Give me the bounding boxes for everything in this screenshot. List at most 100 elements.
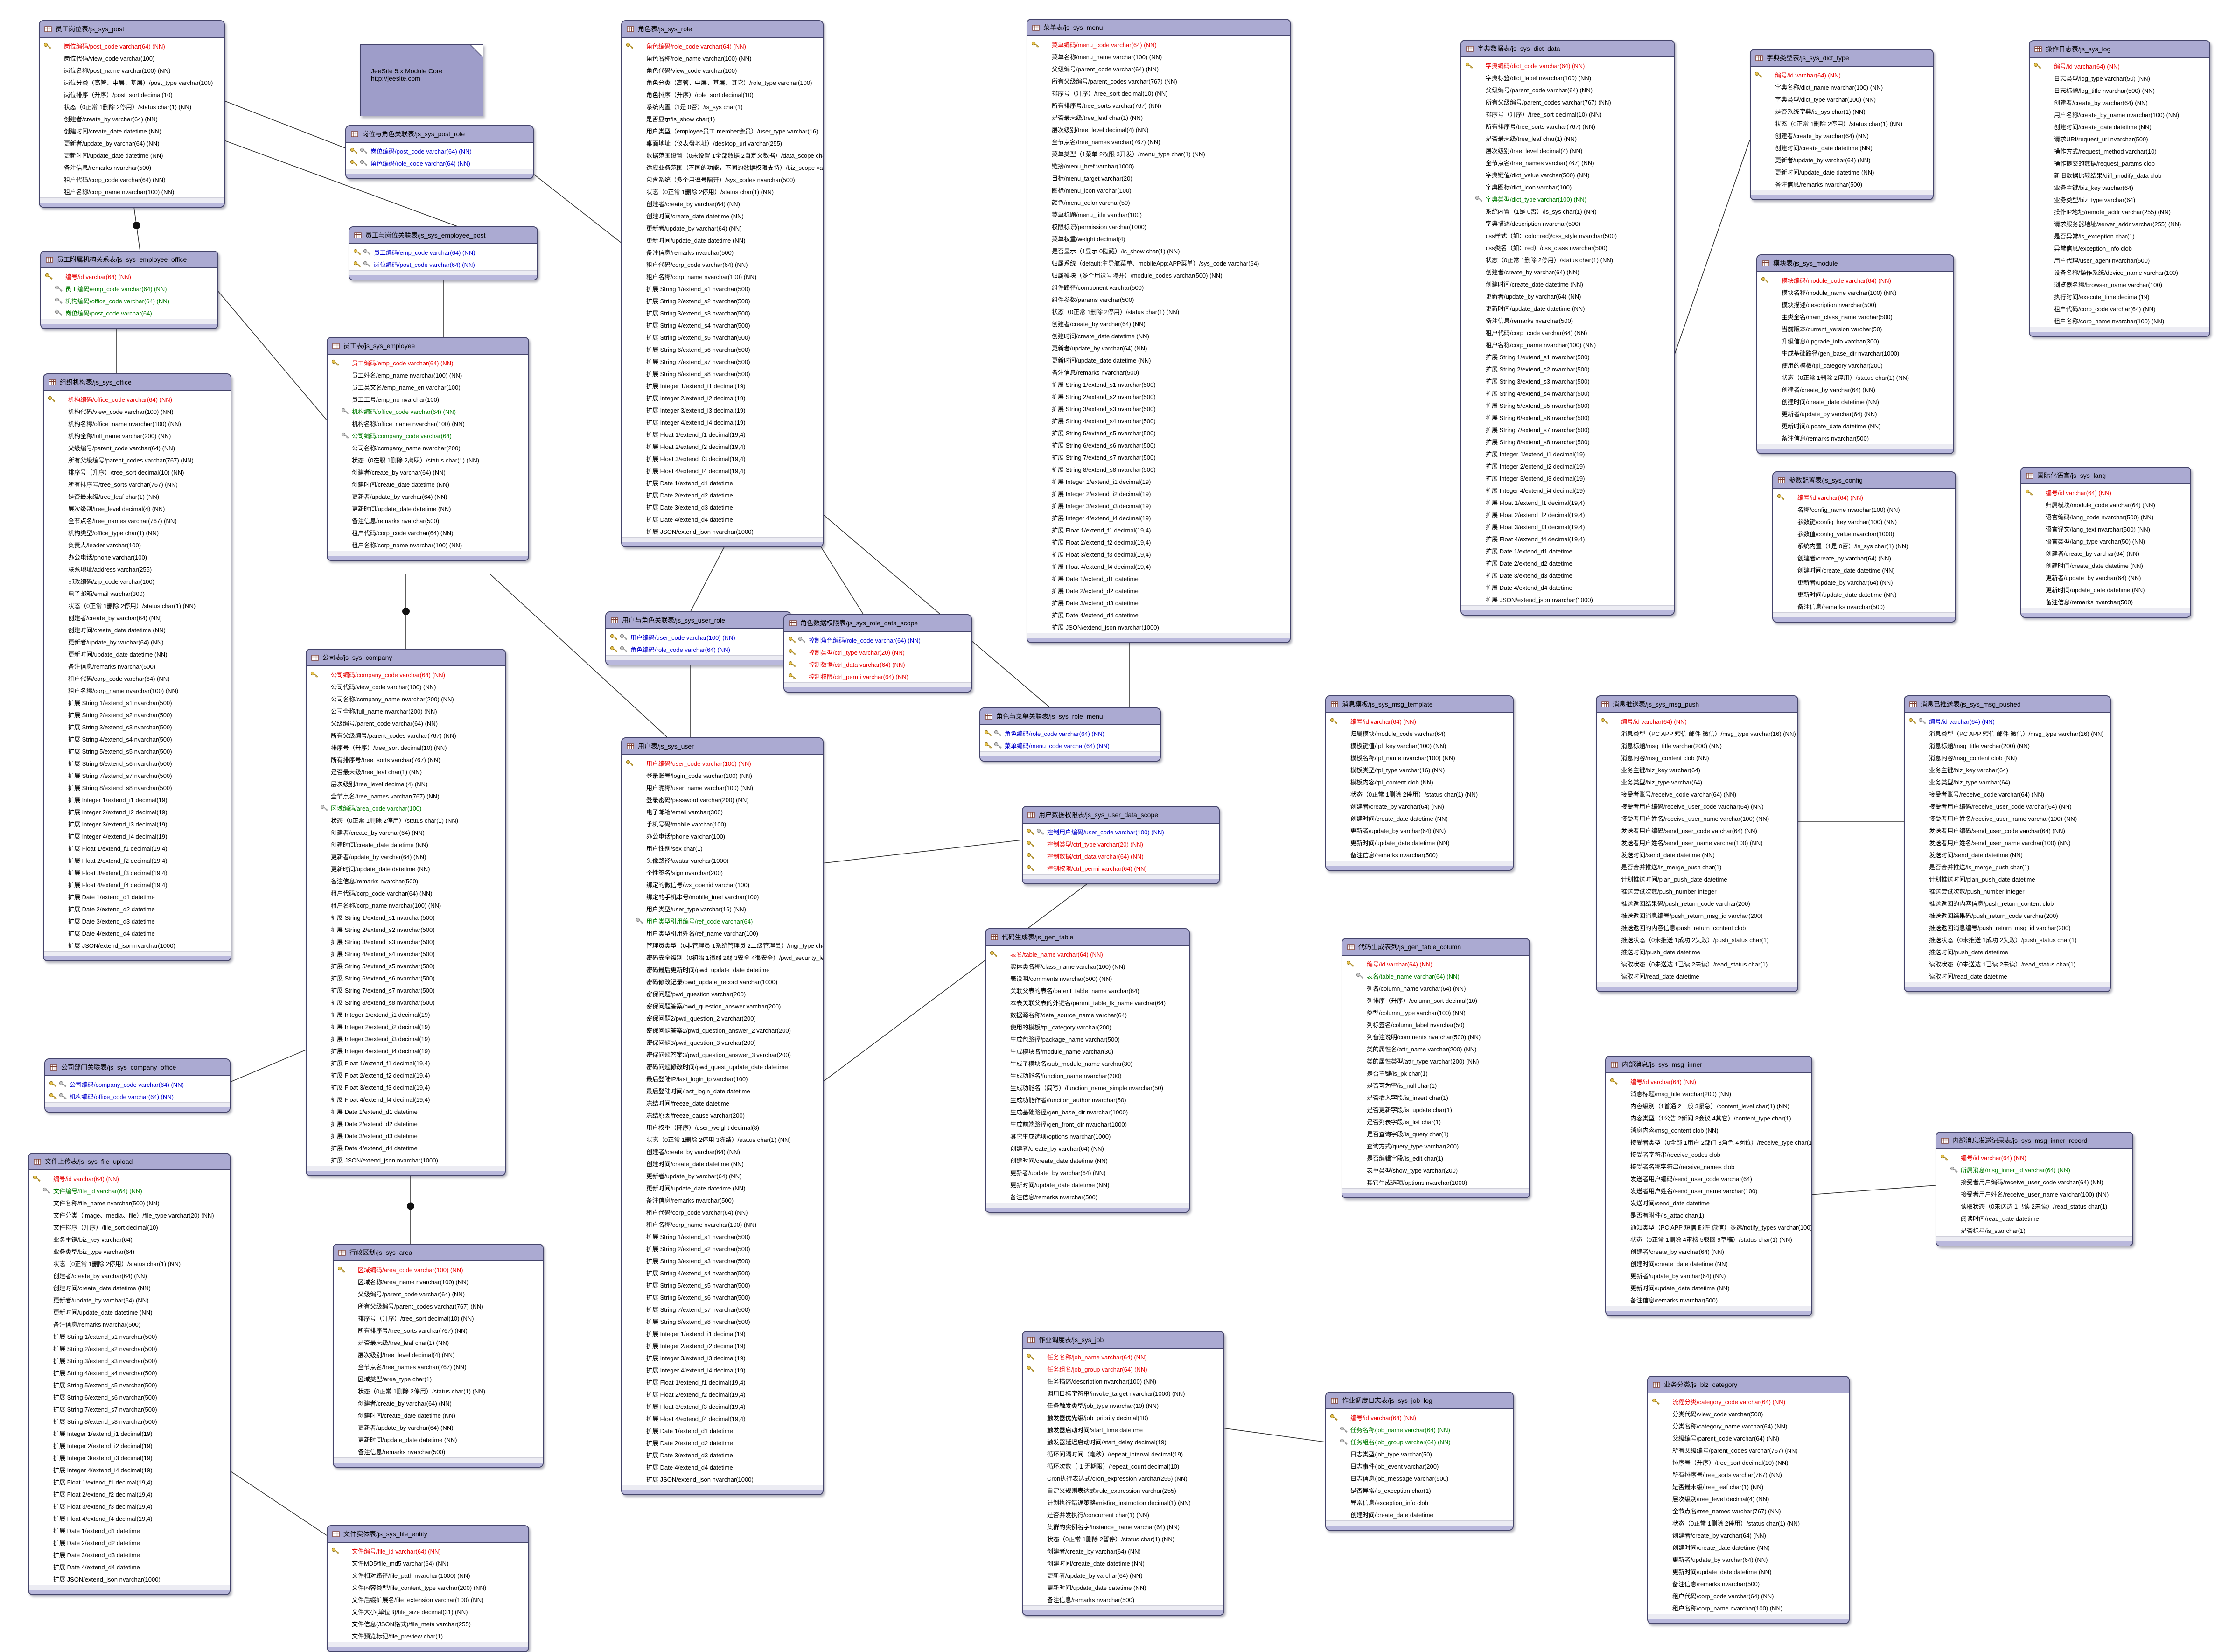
relationship-line: [690, 539, 728, 612]
table-header-js_sys_config[interactable]: 参数配置表/js_sys_config: [1773, 472, 1955, 489]
table-js_sys_msg_pushed[interactable]: 消息已推送表/js_sys_msg_pushed 编号/id varchar(64…: [1904, 695, 2111, 992]
table-js_sys_area[interactable]: 行政区划/js_sys_area 区域编码/area_code varchar(1…: [333, 1244, 544, 1468]
key-icons: [784, 673, 809, 679]
field-row: 生成包路径/package_name varchar(500): [986, 1033, 1189, 1045]
table-header-js_sys_dict_data[interactable]: 字典数据表/js_sys_dict_data: [1461, 41, 1674, 57]
table-header-js_sys_job[interactable]: 作业调度表/js_sys_job: [1023, 1332, 1223, 1349]
table-header-js_sys_role_data_scope[interactable]: 角色数据权限表/js_sys_role_data_scope: [784, 615, 971, 632]
table-js_sys_user[interactable]: 用户表/js_sys_user 用户编码/user_code varchar(10…: [621, 737, 824, 1495]
table-header-js_sys_role_menu[interactable]: 角色与菜单关联表/js_sys_role_menu: [980, 708, 1160, 725]
table-js_sys_post_role[interactable]: 岗位与角色关联表/js_sys_post_role 岗位编码/post_code …: [345, 125, 534, 179]
table-header-js_sys_file_upload[interactable]: 文件上传表/js_sys_file_upload: [29, 1154, 230, 1170]
table-js_sys_config[interactable]: 参数配置表/js_sys_config 编号/id varchar(64) (NN…: [1772, 471, 1956, 623]
field-row: 控制角色编码/role_code varchar(64) (NN): [784, 634, 971, 646]
table-header-js_gen_table_column[interactable]: 代码生成表列/js_gen_table_column: [1342, 939, 1529, 956]
table-js_gen_table[interactable]: 代码生成表/js_gen_table 表名/table_name varchar(…: [985, 928, 1190, 1213]
table-header-js_sys_user[interactable]: 用户表/js_sys_user: [622, 738, 823, 755]
foreign-key-icon: [994, 742, 1002, 749]
field-row: 是否最末级/tree_leaf char(1) (NN): [1648, 1480, 1849, 1492]
table-header-js_sys_user_data_scope[interactable]: 用户数据权限表/js_sys_user_data_scope: [1023, 807, 1219, 824]
field-text: 角色编码/role_code varchar(64) (NN): [370, 160, 470, 167]
field-text: 扩展 String 3/extend_s3 nvarchar(500): [1486, 378, 1590, 385]
table-header-js_sys_module[interactable]: 模块表/js_sys_module: [1757, 255, 1953, 272]
table-js_sys_file_upload[interactable]: 文件上传表/js_sys_file_upload 编号/id varchar(64…: [28, 1153, 231, 1595]
key-icons: [349, 249, 374, 255]
table-header-js_sys_job_log[interactable]: 作业调度日志表/js_sys_job_log: [1326, 1393, 1513, 1409]
table-header-js_sys_post[interactable]: 员工岗位表/js_sys_post: [40, 21, 224, 38]
table-js_sys_dict_type[interactable]: 字典类型表/js_sys_dict_type 编号/id varchar(64) …: [1750, 49, 1934, 200]
field-row: 密保问题答案/pwd_question_answer varchar(200): [622, 1000, 823, 1012]
field-row: 创建者/create_by varchar(64) (NN): [1648, 1529, 1849, 1541]
table-js_sys_menu[interactable]: 菜单表/js_sys_menu 菜单编码/menu_code varchar(64…: [1027, 19, 1291, 643]
field-row: 管理员类型（0非管理员 1系统管理员 2二级管理员）/mgr_type char…: [622, 939, 823, 951]
table-header-js_sys_file_entity[interactable]: 文件实体表/js_sys_file_entity: [328, 1526, 528, 1543]
field-text: 扩展 String 4/extend_s4 nvarchar(500): [331, 950, 435, 958]
table-header-js_sys_msg_template[interactable]: 消息模板/js_sys_msg_template: [1326, 696, 1513, 713]
table-header-js_sys_company[interactable]: 公司表/js_sys_company: [307, 650, 505, 666]
table-js_sys_employee[interactable]: 员工表/js_sys_employee 员工编码/emp_code varchar…: [327, 337, 529, 561]
table-header-js_sys_office[interactable]: 组织机构表/js_sys_office: [44, 374, 231, 391]
table-js_sys_user_role[interactable]: 用户与角色关联表/js_sys_user_role 用户编码/user_code …: [605, 611, 791, 665]
table-js_sys_job[interactable]: 作业调度表/js_sys_job 任务名称/job_name varchar(64…: [1022, 1331, 1224, 1616]
table-js_sys_employee_office[interactable]: 员工附属机构关系表/js_sys_employee_office 编号/id va…: [40, 251, 218, 329]
field-row: 发送时间/send_date datetime (NN): [1597, 848, 1797, 861]
field-row: 扩展 String 6/extend_s6 nvarchar(500): [1027, 439, 1290, 451]
table-js_sys_module[interactable]: 模块表/js_sys_module 模块编码/module_code varcha…: [1756, 254, 1954, 454]
table-js_sys_company[interactable]: 公司表/js_sys_company 公司编码/company_code varc…: [306, 649, 506, 1176]
table-js_sys_role_menu[interactable]: 角色与菜单关联表/js_sys_role_menu 角色编码/role_code …: [979, 707, 1161, 762]
table-js_sys_user_data_scope[interactable]: 用户数据权限表/js_sys_user_data_scope 控制用户编码/use…: [1022, 806, 1220, 884]
table-js_gen_table_column[interactable]: 代码生成表列/js_gen_table_column 编号/id varchar(…: [1342, 938, 1530, 1198]
field-text: 阅读时间/read_date datetime: [1961, 1215, 2039, 1222]
table-header-js_sys_post_role[interactable]: 岗位与角色关联表/js_sys_post_role: [346, 126, 533, 143]
table-js_sys_company_office[interactable]: 公司部门关联表/js_sys_company_office 公司编码/compan…: [44, 1058, 231, 1113]
field-text: 所有父级编号/parent_codes varchar(767) (NN): [1486, 98, 1611, 106]
table-js_biz_category[interactable]: 业务分类/js_biz_category 流程分类/category_code v…: [1647, 1376, 1850, 1624]
field-text: 备注信息/remarks nvarchar(500): [68, 663, 156, 670]
table-header-js_sys_employee_office[interactable]: 员工附属机构关系表/js_sys_employee_office: [41, 252, 217, 268]
field-list: 公司编码/company_code varchar(64) (NN) 公司代码/v…: [307, 666, 505, 1166]
field-text: 生成模块名/module_name varchar(30): [1010, 1048, 1114, 1055]
table-header-js_sys_area[interactable]: 行政区划/js_sys_area: [334, 1245, 543, 1261]
table-footer: [334, 1457, 543, 1463]
table-header-js_sys_dict_type[interactable]: 字典类型表/js_sys_dict_type: [1751, 50, 1933, 67]
table-header-js_sys_menu[interactable]: 菜单表/js_sys_menu: [1027, 20, 1290, 36]
table-title: 文件实体表/js_sys_file_entity: [343, 1530, 427, 1538]
field-text: 员工编码/emp_code varchar(64) (NN): [65, 285, 167, 293]
table-footer: [1905, 982, 2110, 987]
table-header-js_sys_msg_push[interactable]: 消息推送表/js_sys_msg_push: [1597, 696, 1797, 713]
diagram-note[interactable]: JeeSite 5.x Module Core http://jeesite.c…: [360, 44, 483, 116]
table-js_sys_employee_post[interactable]: 员工与岗位关联表/js_sys_employee_post 员工编码/emp_co…: [349, 226, 538, 280]
foreign-key-icon: [55, 297, 63, 304]
table-header-js_sys_log[interactable]: 操作日志表/js_sys_log: [2030, 41, 2209, 58]
field-row: 备注信息/remarks nvarchar(500): [40, 161, 224, 173]
table-js_sys_log[interactable]: 操作日志表/js_sys_log 编号/id varchar(64) (NN) 日志…: [2029, 40, 2210, 337]
field-row: 读取状态（0未送达 1已读 2未读）/read_status char(1): [1597, 958, 1797, 970]
table-header-js_sys_msg_inner[interactable]: 内部消息/js_sys_msg_inner: [1606, 1057, 1811, 1073]
table-js_sys_file_entity[interactable]: 文件实体表/js_sys_file_entity 文件编号/file_id var…: [327, 1525, 529, 1652]
table-js_sys_role[interactable]: 角色表/js_sys_role 角色编码/role_code varchar(64…: [621, 20, 824, 547]
table-header-js_biz_category[interactable]: 业务分类/js_biz_category: [1648, 1377, 1849, 1393]
table-js_sys_dict_data[interactable]: 字典数据表/js_sys_dict_data 字典编码/dict_code var…: [1460, 40, 1675, 616]
table-js_sys_msg_inner_record[interactable]: 内部消息发送记录表/js_sys_msg_inner_record 编号/id v…: [1936, 1132, 2133, 1246]
table-footer-band: [1936, 1241, 2132, 1246]
field-row: 消息标题/msg_title varchar(200) (NN): [1905, 739, 2110, 751]
table-header-js_sys_msg_inner_record[interactable]: 内部消息发送记录表/js_sys_msg_inner_record: [1936, 1133, 2132, 1149]
table-js_sys_post[interactable]: 员工岗位表/js_sys_post 岗位编码/post_code varchar(…: [39, 20, 225, 208]
table-js_sys_msg_push[interactable]: 消息推送表/js_sys_msg_push 编号/id varchar(64) (…: [1596, 695, 1798, 992]
table-js_sys_role_data_scope[interactable]: 角色数据权限表/js_sys_role_data_scope 控制角色编码/rol…: [783, 614, 972, 693]
table-header-js_gen_table[interactable]: 代码生成表/js_gen_table: [986, 929, 1189, 946]
table-js_sys_office[interactable]: 组织机构表/js_sys_office 机构编码/office_code varc…: [43, 373, 231, 961]
table-js_sys_msg_inner[interactable]: 内部消息/js_sys_msg_inner 编号/id varchar(64) (…: [1605, 1056, 1812, 1316]
table-header-js_sys_user_role[interactable]: 用户与角色关联表/js_sys_user_role: [606, 612, 790, 629]
field-text: 日志类型/job_type varchar(50): [1350, 1450, 1432, 1458]
table-header-js_sys_msg_pushed[interactable]: 消息已推送表/js_sys_msg_pushed: [1905, 696, 2110, 713]
table-header-js_sys_employee_post[interactable]: 员工与岗位关联表/js_sys_employee_post: [349, 227, 537, 244]
table-header-js_sys_role[interactable]: 角色表/js_sys_role: [622, 21, 823, 38]
table-js_sys_msg_template[interactable]: 消息模板/js_sys_msg_template 编号/id varchar(64…: [1325, 695, 1514, 871]
table-header-js_sys_employee[interactable]: 员工表/js_sys_employee: [328, 338, 528, 355]
table-js_sys_lang[interactable]: 国际化语言/js_sys_lang 编号/id varchar(64) (NN) 归…: [2020, 467, 2191, 618]
table-header-js_sys_company_office[interactable]: 公司部门关联表/js_sys_company_office: [45, 1059, 230, 1076]
table-header-js_sys_lang[interactable]: 国际化语言/js_sys_lang: [2021, 468, 2190, 484]
field-row: 业务主键/biz_key varchar(64): [1905, 763, 2110, 776]
table-js_sys_job_log[interactable]: 作业调度日志表/js_sys_job_log 编号/id varchar(64) …: [1325, 1392, 1514, 1531]
